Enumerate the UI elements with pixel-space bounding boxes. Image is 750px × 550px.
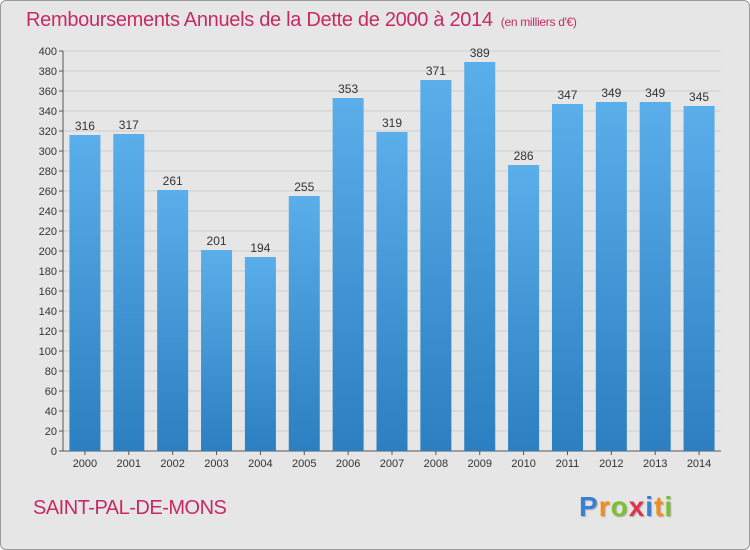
value-label-2011: 347: [557, 88, 577, 102]
y-tick-label-0: 0: [51, 446, 57, 458]
y-tick-label-80: 80: [45, 366, 57, 378]
y-tick-label-180: 180: [39, 266, 57, 278]
bar-2009: [464, 62, 496, 451]
bar-2002: [157, 190, 189, 451]
logo-letter: i: [664, 491, 674, 522]
bar-2007: [376, 132, 408, 451]
value-label-2004: 194: [250, 241, 270, 255]
x-tick-label-2005: 2005: [292, 458, 316, 470]
value-label-2005: 255: [294, 180, 314, 194]
value-label-2008: 371: [426, 64, 446, 78]
logo-letter: x: [628, 491, 646, 522]
y-tick-label-400: 400: [39, 46, 57, 58]
x-tick-label-2004: 2004: [248, 458, 272, 470]
y-tick-label-40: 40: [45, 406, 57, 418]
y-tick-label-140: 140: [39, 306, 57, 318]
bar-2011: [551, 104, 583, 451]
x-tick-label-2014: 2014: [687, 458, 711, 470]
value-label-2000: 316: [75, 119, 95, 133]
x-tick-label-2000: 2000: [73, 458, 97, 470]
y-tick-label-100: 100: [39, 346, 57, 358]
logo-letter: r: [598, 491, 611, 522]
x-tick-label-2003: 2003: [204, 458, 228, 470]
y-tick-label-300: 300: [39, 146, 57, 158]
proxiti-logo: Proxiti: [579, 491, 673, 523]
y-tick-label-260: 260: [39, 186, 57, 198]
bar-2010: [508, 165, 540, 451]
y-tick-label-200: 200: [39, 246, 57, 258]
y-tick-label-60: 60: [45, 386, 57, 398]
x-tick-label-2007: 2007: [380, 458, 404, 470]
x-tick-label-2002: 2002: [160, 458, 184, 470]
value-label-2001: 317: [119, 118, 139, 132]
x-tick-label-2001: 2001: [117, 458, 141, 470]
value-label-2006: 353: [338, 82, 358, 96]
x-tick-label-2006: 2006: [336, 458, 360, 470]
value-label-2009: 389: [470, 46, 490, 60]
bar-2003: [201, 250, 233, 451]
chart-subtitle: (en milliers d'€): [500, 15, 577, 29]
logo-letter: o: [610, 491, 629, 522]
x-tick-label-2008: 2008: [424, 458, 448, 470]
x-tick-label-2013: 2013: [643, 458, 667, 470]
value-label-2002: 261: [163, 174, 183, 188]
bar-2008: [420, 80, 452, 451]
bar-2005: [288, 196, 320, 451]
value-label-2003: 201: [207, 234, 227, 248]
y-tick-label-160: 160: [39, 286, 57, 298]
value-label-2012: 349: [601, 86, 621, 100]
x-tick-label-2011: 2011: [556, 458, 580, 470]
bar-2013: [639, 102, 671, 451]
logo-letter: P: [579, 491, 599, 522]
logo-letter: t: [654, 491, 665, 522]
x-tick-label-2010: 2010: [511, 458, 535, 470]
y-tick-label-280: 280: [39, 166, 57, 178]
y-tick-label-320: 320: [39, 126, 57, 138]
value-label-2010: 286: [514, 149, 534, 163]
value-label-2013: 349: [645, 86, 665, 100]
chart-title-text: Remboursements Annuels de la Dette de 20…: [26, 9, 493, 31]
y-tick-label-340: 340: [39, 106, 57, 118]
bar-2006: [332, 98, 364, 451]
y-tick-label-120: 120: [39, 326, 57, 338]
bar-2014: [683, 106, 715, 451]
y-tick-label-360: 360: [39, 86, 57, 98]
chart-title: Remboursements Annuels de la Dette de 20…: [26, 9, 577, 32]
value-label-2014: 345: [689, 90, 709, 104]
bar-2012: [595, 102, 627, 451]
logo-letter: i: [645, 491, 655, 522]
bar-2001: [113, 134, 145, 451]
y-tick-label-20: 20: [45, 426, 57, 438]
value-label-2007: 319: [382, 116, 402, 130]
x-tick-label-2012: 2012: [599, 458, 623, 470]
y-tick-label-240: 240: [39, 206, 57, 218]
y-tick-label-380: 380: [39, 66, 57, 78]
y-tick-label-220: 220: [39, 226, 57, 238]
commune-name: SAINT-PAL-DE-MONS: [33, 497, 227, 519]
bar-2004: [244, 257, 276, 451]
bar-2000: [69, 135, 101, 451]
x-tick-label-2009: 2009: [467, 458, 491, 470]
